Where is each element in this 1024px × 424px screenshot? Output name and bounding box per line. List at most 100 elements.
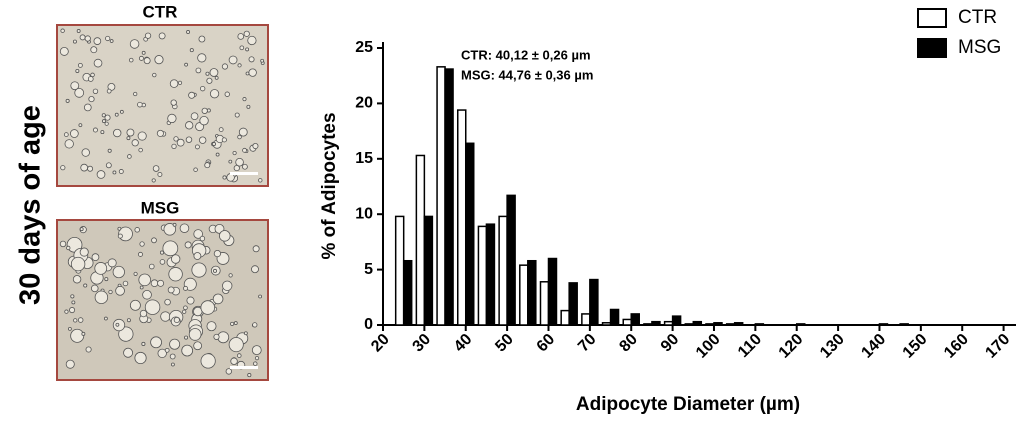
cell [173, 316, 180, 324]
x-tick-label: 160 [941, 331, 972, 362]
cell [117, 226, 122, 231]
cell [114, 112, 119, 117]
bar [630, 313, 640, 326]
cell [90, 284, 99, 293]
cell [66, 245, 71, 251]
cell [64, 309, 69, 314]
cell [154, 55, 164, 65]
cell [104, 277, 109, 282]
cell [184, 62, 189, 67]
cell [213, 333, 220, 340]
cell [80, 163, 89, 172]
cell [109, 39, 114, 43]
cell [152, 72, 157, 78]
x-tick-label: 80 [616, 331, 641, 356]
bar [519, 264, 529, 326]
cell [228, 55, 238, 65]
cell [204, 162, 211, 169]
cell [142, 289, 152, 300]
cell [234, 112, 240, 118]
cell [206, 77, 213, 84]
cell [181, 344, 194, 357]
cell [63, 132, 69, 138]
cell [185, 136, 193, 143]
cell [170, 254, 181, 264]
cell [138, 55, 144, 61]
legend-label: CTR [958, 7, 997, 28]
cell [138, 273, 151, 287]
cell [118, 326, 134, 342]
cell [189, 48, 194, 53]
cell [104, 316, 108, 321]
cell [151, 237, 157, 244]
cell [212, 293, 224, 305]
cell [150, 336, 162, 349]
cell [163, 223, 177, 236]
cell [168, 267, 183, 282]
cell [247, 35, 257, 46]
cell [67, 326, 72, 331]
legend-swatch [917, 8, 947, 28]
cell [138, 147, 143, 153]
cell [169, 338, 181, 350]
bar [684, 323, 695, 326]
bar [754, 323, 765, 326]
cell [171, 362, 175, 367]
panel-title: CTR [143, 2, 178, 21]
bar [527, 259, 537, 326]
x-tick-label: 60 [534, 331, 559, 356]
x-tick-label: 110 [735, 331, 765, 361]
bar [663, 320, 674, 326]
cell [74, 87, 85, 98]
cell [171, 143, 177, 149]
cell [79, 227, 84, 232]
cell [194, 144, 200, 150]
bar [415, 154, 426, 326]
cell [73, 318, 78, 323]
bar [705, 323, 715, 326]
cell [137, 101, 143, 108]
cell [127, 154, 132, 159]
scale-bar [230, 366, 258, 369]
bar [713, 322, 723, 326]
cell [159, 259, 166, 265]
cell [219, 230, 231, 242]
cell [107, 148, 112, 153]
cell [241, 163, 248, 170]
cell [144, 32, 152, 39]
bar [899, 323, 909, 326]
cell [233, 164, 240, 172]
cell [252, 142, 259, 150]
x-tick-label: 30 [410, 331, 435, 356]
cell [260, 58, 265, 63]
x-tick-label: 100 [693, 331, 724, 362]
cell [209, 89, 220, 99]
cell [79, 247, 89, 257]
cell [81, 331, 86, 336]
cell [188, 91, 196, 99]
cell [243, 30, 250, 37]
cell [245, 47, 250, 52]
cell [188, 328, 202, 341]
cell [191, 262, 207, 278]
cell [105, 35, 111, 42]
annotation: CTR: 40,12 ± 0,26 µm [461, 47, 591, 62]
cell [93, 37, 102, 45]
cell [222, 175, 227, 180]
cell [159, 250, 165, 255]
cell [237, 33, 245, 40]
bar [464, 142, 475, 326]
cell [104, 114, 111, 121]
cell [177, 80, 183, 85]
cell [93, 58, 103, 68]
cell [105, 162, 112, 169]
cell [83, 283, 88, 288]
cell [206, 321, 217, 332]
x-tick-label: 140 [858, 331, 889, 362]
bar [601, 322, 612, 326]
x-tick-label: 40 [451, 331, 476, 356]
cell [83, 103, 92, 112]
y-tick-label: 20 [355, 95, 373, 112]
x-tick-label: 150 [900, 331, 931, 362]
cell [106, 88, 112, 94]
